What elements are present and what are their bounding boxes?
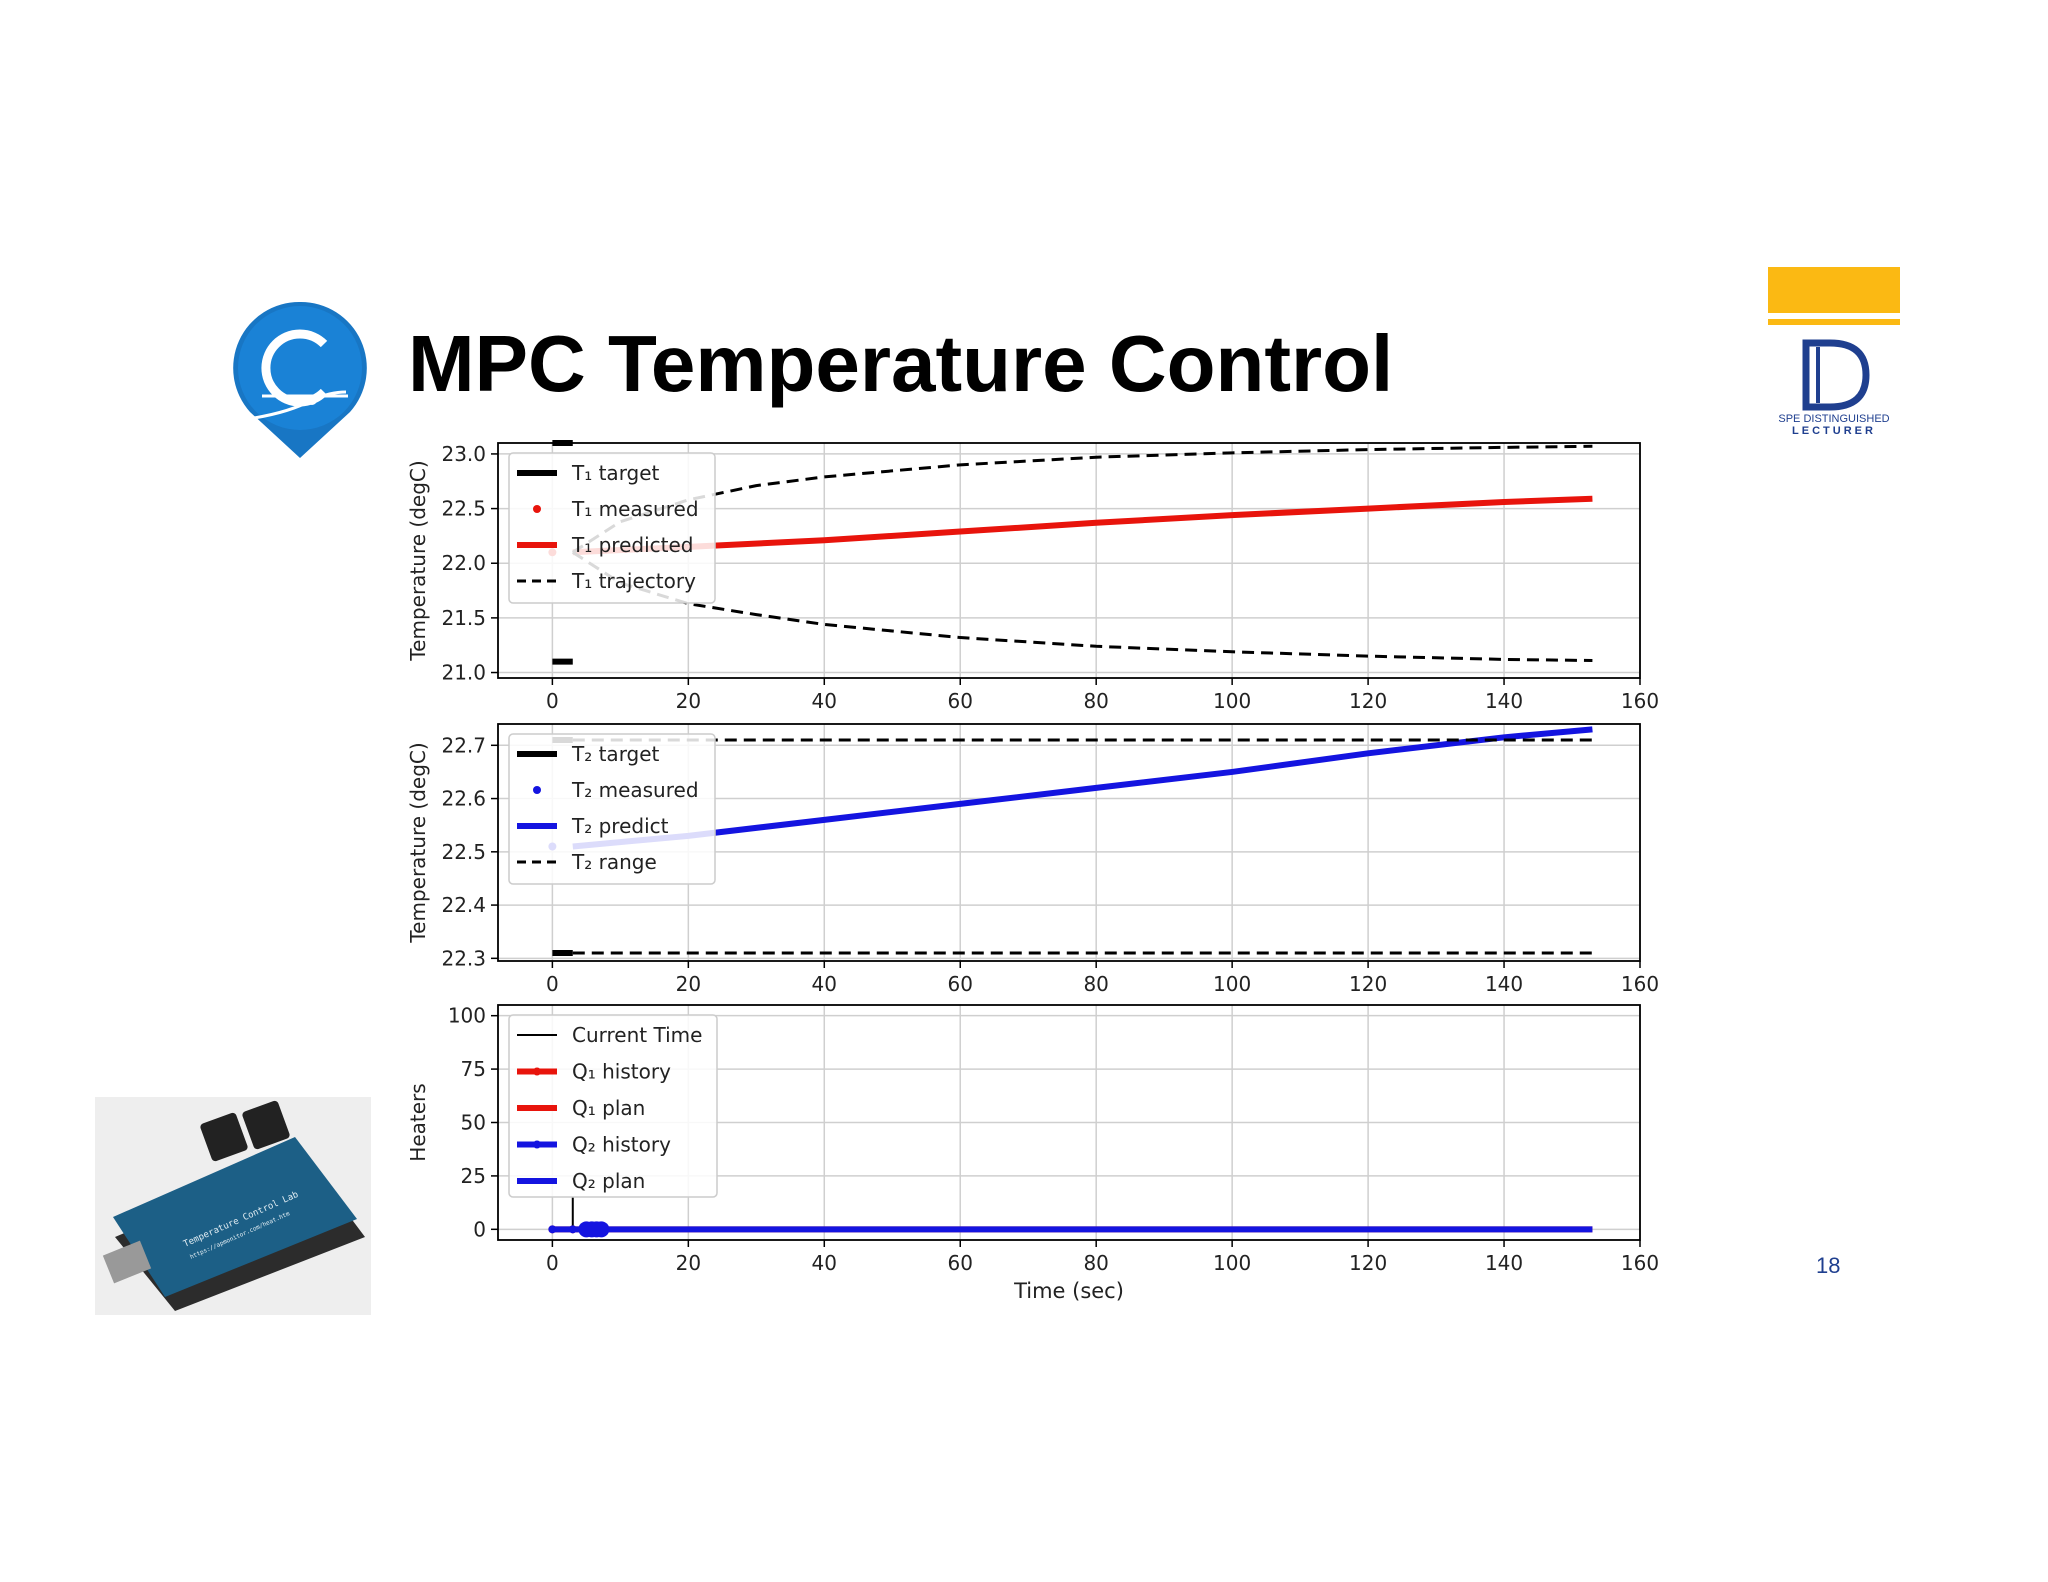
y-tick-label: 100 (448, 1004, 486, 1028)
y-tick-label: 50 (461, 1111, 486, 1135)
y-tick-label: 23.0 (441, 442, 486, 466)
legend-label: Q₂ history (572, 1133, 671, 1157)
x-tick-label: 60 (948, 972, 973, 996)
plot-frame (497, 1004, 1641, 1241)
legend-label: Q₂ plan (572, 1169, 645, 1193)
y-tick-label: 21.5 (441, 606, 486, 630)
series-line (572, 726, 1593, 850)
y-tick-label: 25 (461, 1164, 486, 1188)
x-tick-label: 100 (1213, 1251, 1251, 1275)
x-tick-label: 0 (546, 972, 559, 996)
x-tick-label: 120 (1349, 972, 1387, 996)
x-tick-label: 20 (676, 972, 701, 996)
x-axis-label: Time (sec) (1013, 1279, 1124, 1303)
plot-frame (497, 723, 1641, 962)
x-tick-label: 140 (1485, 1251, 1523, 1275)
legend-label: Q₁ history (572, 1060, 671, 1084)
x-tick-label: 140 (1485, 972, 1523, 996)
lecturer-text: LECTURER (1792, 425, 1876, 437)
y-tick-label: 75 (461, 1057, 486, 1081)
legend-label: T₁ predicted (571, 533, 693, 557)
x-tick-label: 120 (1349, 689, 1387, 713)
y-axis-label: Heaters (406, 1083, 430, 1161)
x-tick-label: 80 (1083, 689, 1108, 713)
legend-label: T₂ target (571, 742, 660, 766)
x-tick-label: 160 (1621, 1251, 1659, 1275)
legend-label: Q₁ plan (572, 1096, 645, 1120)
x-tick-label: 120 (1349, 1251, 1387, 1275)
slide-title: MPC Temperature Control (408, 319, 1394, 408)
x-tick-label: 100 (1213, 689, 1251, 713)
x-tick-label: 80 (1083, 1251, 1108, 1275)
legend-marker (533, 1140, 541, 1149)
legend-box (508, 452, 716, 604)
x-tick-label: 80 (1083, 972, 1108, 996)
x-tick-label: 0 (546, 689, 559, 713)
legend-label: T₂ measured (571, 778, 699, 802)
legend-marker (533, 505, 541, 513)
x-tick-label: 20 (676, 689, 701, 713)
legend-box (508, 1014, 718, 1198)
y-tick-label: 22.6 (441, 787, 486, 811)
spe-distinguished-lecturer-logo-icon: SPE DISTINGUISHED LECTURER (1768, 267, 1900, 437)
y-tick-label: 22.5 (441, 497, 486, 521)
y-tick-label: 22.4 (441, 893, 486, 917)
y-tick-label: 21.0 (441, 661, 486, 685)
y-tick-label: 22.3 (441, 946, 486, 970)
legend-label: T₁ measured (571, 497, 699, 521)
y-axis-label: Temperature (degC) (406, 742, 430, 943)
legend-label: Current Time (572, 1023, 702, 1047)
legend-label: T₂ range (571, 850, 657, 874)
x-tick-label: 20 (676, 1251, 701, 1275)
temperature-control-lab-board-image: Temperature Control Lab https://apmonito… (95, 1097, 371, 1315)
legend-label: T₂ predict (571, 814, 669, 838)
legend-label: T₁ target (571, 461, 660, 485)
y-tick-label: 22.0 (441, 551, 486, 575)
x-tick-label: 100 (1213, 972, 1251, 996)
x-tick-label: 160 (1621, 689, 1659, 713)
slide-number: 18 (1816, 1253, 1841, 1278)
legend-marker (533, 786, 541, 794)
x-tick-label: 0 (546, 1251, 559, 1275)
x-tick-label: 60 (948, 689, 973, 713)
series-line (572, 495, 1593, 556)
y-tick-label: 22.7 (441, 733, 486, 757)
spe-distinguished-text: SPE DISTINGUISHED (1778, 413, 1889, 425)
history-marker (548, 1225, 557, 1234)
x-tick-label: 160 (1621, 972, 1659, 996)
heater-marker (593, 1221, 610, 1238)
apmonitor-logo-icon (233, 301, 367, 458)
plot-frame (497, 442, 1641, 679)
y-tick-label: 0 (473, 1217, 486, 1241)
y-axis-label: Temperature (degC) (406, 460, 430, 661)
x-tick-label: 140 (1485, 689, 1523, 713)
x-tick-label: 40 (812, 689, 837, 713)
x-tick-label: 60 (948, 1251, 973, 1275)
x-tick-label: 40 (812, 972, 837, 996)
legend-label: T₁ trajectory (571, 569, 696, 593)
x-tick-label: 40 (812, 1251, 837, 1275)
y-tick-label: 22.5 (441, 840, 486, 864)
legend-box (508, 733, 716, 885)
legend-marker (533, 1067, 541, 1076)
